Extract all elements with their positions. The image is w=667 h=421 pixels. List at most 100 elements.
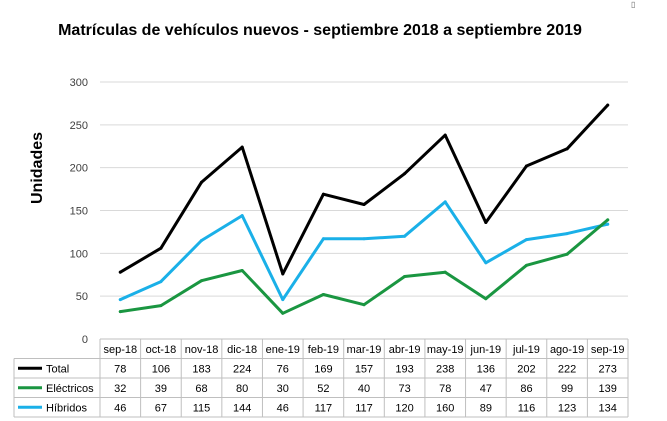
data-table-cell: 47: [480, 383, 492, 395]
data-point: [362, 237, 366, 241]
data-table-cell: 222: [558, 363, 576, 375]
data-table-cell: 160: [436, 402, 454, 414]
data-table-cell: 169: [314, 363, 332, 375]
data-point: [524, 164, 528, 168]
x-tick-label: may-19: [427, 344, 464, 356]
data-table-cell: 32: [114, 383, 126, 395]
data-table-cell: 76: [277, 363, 289, 375]
x-tick-label: ago-19: [550, 344, 584, 356]
y-tick-label: 150: [70, 206, 88, 218]
data-point: [159, 304, 163, 308]
data-table-cell: 99: [561, 383, 573, 395]
data-point: [565, 147, 569, 151]
data-table-cell: 30: [277, 383, 289, 395]
data-point: [281, 298, 285, 302]
x-tick-label: sep-18: [103, 344, 137, 356]
data-point: [240, 214, 244, 218]
data-point: [484, 297, 488, 301]
data-point: [524, 238, 528, 242]
data-point: [281, 311, 285, 315]
y-tick-label: 100: [70, 248, 88, 260]
data-point: [443, 270, 447, 274]
y-tick-label: 250: [70, 120, 88, 132]
data-point: [443, 133, 447, 137]
data-point: [118, 270, 122, 274]
data-point: [565, 252, 569, 256]
data-table-cell: 67: [155, 402, 167, 414]
legend-label: Híbridos: [46, 402, 87, 414]
data-point: [281, 272, 285, 276]
legend-label: Eléctricos: [46, 383, 94, 395]
data-table-cell: 46: [114, 402, 126, 414]
x-tick-label: feb-19: [308, 344, 339, 356]
data-point: [403, 274, 407, 278]
x-tick-label: mar-19: [347, 344, 382, 356]
data-point: [606, 103, 610, 107]
data-table-cell: 68: [195, 383, 207, 395]
data-point: [240, 145, 244, 149]
data-point: [118, 298, 122, 302]
data-table-cell: 193: [395, 363, 413, 375]
legend-label: Total: [46, 363, 69, 375]
corner-handle-icon: ▯: [631, 0, 636, 9]
data-point: [200, 238, 204, 242]
data-point: [240, 268, 244, 272]
data-table-cell: 273: [599, 363, 617, 375]
data-table-cell: 78: [114, 363, 126, 375]
data-table-cell: 46: [277, 402, 289, 414]
data-point: [200, 279, 204, 283]
chart-title: Matrículas de vehículos nuevos - septiem…: [58, 22, 582, 39]
data-table-cell: 116: [518, 402, 536, 414]
data-table-cell: 117: [355, 402, 373, 414]
data-point: [606, 222, 610, 226]
data-table-cell: 183: [192, 363, 210, 375]
data-point: [524, 263, 528, 267]
data-point: [403, 234, 407, 238]
data-point: [321, 192, 325, 196]
data-point: [484, 220, 488, 224]
data-point: [321, 237, 325, 241]
y-tick-label: 200: [70, 163, 88, 175]
x-tick-label: sep-19: [591, 344, 625, 356]
data-table-cell: 86: [520, 383, 532, 395]
data-table-cell: 134: [599, 402, 617, 414]
data-table-cell: 144: [233, 402, 251, 414]
x-tick-label: jul-19: [512, 344, 540, 356]
data-point: [159, 246, 163, 250]
data-table-cell: 89: [480, 402, 492, 414]
data-point: [362, 303, 366, 307]
data-point: [484, 261, 488, 265]
x-tick-label: ene-19: [266, 344, 300, 356]
data-table-cell: 73: [398, 383, 410, 395]
data-table-cell: 40: [358, 383, 370, 395]
data-table-cell: 106: [152, 363, 170, 375]
data-table-cell: 115: [193, 402, 211, 414]
data-table-cell: 157: [355, 363, 373, 375]
data-table-cell: 136: [477, 363, 495, 375]
x-tick-label: abr-19: [389, 344, 421, 356]
x-tick-label: nov-18: [185, 344, 219, 356]
x-tick-label: oct-18: [146, 344, 177, 356]
data-point: [118, 310, 122, 314]
x-tick-label: dic-18: [227, 344, 257, 356]
y-tick-label: 0: [82, 334, 88, 346]
data-table-cell: 238: [436, 363, 454, 375]
data-table-cell: 80: [236, 383, 248, 395]
y-tick-label: 300: [70, 77, 88, 89]
data-point: [159, 280, 163, 284]
y-tick-label: 50: [76, 291, 88, 303]
data-table-cell: 39: [155, 383, 167, 395]
data-table-cell: 139: [599, 383, 617, 395]
data-point: [362, 203, 366, 207]
data-table-cell: 123: [558, 402, 576, 414]
data-table-cell: 120: [395, 402, 413, 414]
data-table-cell: 224: [233, 363, 251, 375]
data-table-cell: 202: [517, 363, 535, 375]
data-table-cell: 78: [439, 383, 451, 395]
data-point: [321, 292, 325, 296]
series-line-eléctricos: [118, 218, 610, 315]
data-point: [200, 180, 204, 184]
data-table-cell: 117: [315, 402, 333, 414]
data-table-cell: 52: [317, 383, 329, 395]
data-point: [606, 218, 610, 222]
